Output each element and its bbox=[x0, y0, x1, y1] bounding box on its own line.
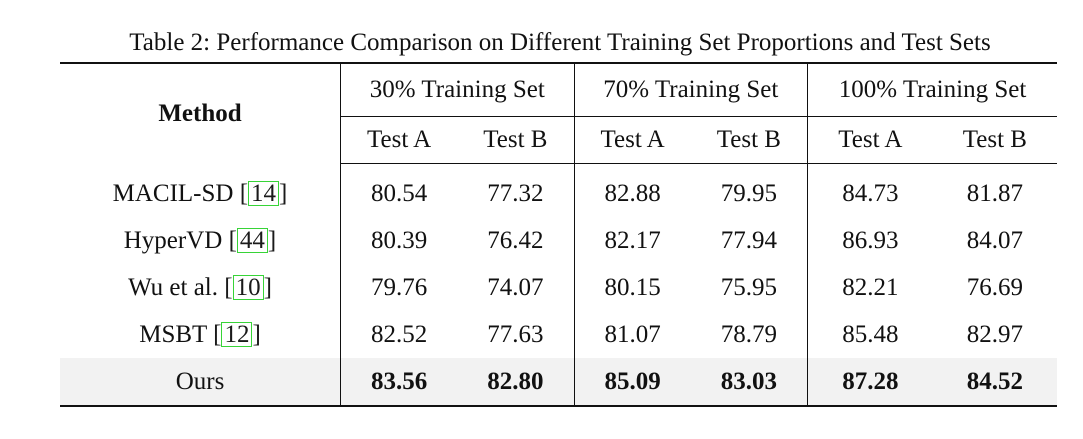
subheader-test-a: Test A bbox=[806, 116, 933, 164]
method-column-header: Method bbox=[158, 99, 242, 127]
value-cell: 79.95 bbox=[720, 179, 777, 207]
spacer-row bbox=[60, 163, 1057, 170]
value-cell: 79.76 bbox=[340, 264, 458, 311]
citation-link[interactable]: 44 bbox=[236, 227, 268, 253]
group-header-100: 100% Training Set bbox=[807, 63, 1057, 117]
value-cell-best: 82.80 bbox=[457, 358, 574, 406]
value-cell: 82.17 bbox=[573, 217, 691, 264]
table-row: HyperVD [44] 80.39 76.42 82.17 77.94 86.… bbox=[60, 217, 1057, 264]
citation-link[interactable]: 12 bbox=[221, 321, 253, 347]
value-cell: 85.48 bbox=[806, 311, 933, 358]
table-row: MACIL-SD [14] 80.54 77.32 82.88 79.95 84… bbox=[60, 170, 1057, 217]
results-table-container: Method 30% Training Set 70% Training Set… bbox=[60, 62, 1060, 407]
value-cell: 78.79 bbox=[720, 320, 777, 348]
ours-row: Ours 83.56 82.80 85.09 83.03 87.28 84.52 bbox=[60, 358, 1057, 406]
value-cell: 77.32 bbox=[487, 179, 544, 207]
subheader-test-b: Test B bbox=[690, 116, 808, 164]
table-caption: Table 2: Performance Comparison on Diffe… bbox=[129, 29, 991, 56]
value-cell: 77.94 bbox=[720, 226, 777, 254]
citation-link[interactable]: 14 bbox=[248, 180, 280, 206]
value-cell-best: 87.28 bbox=[806, 358, 933, 406]
subheader-test-b: Test B bbox=[457, 116, 574, 164]
header-sub-row: Test A Test B Test A Test B Test A Test … bbox=[60, 116, 1057, 164]
table-row: Wu et al. [10] 79.76 74.07 80.15 75.95 8… bbox=[60, 264, 1057, 311]
value-cell: 80.39 bbox=[340, 217, 458, 264]
group-header-30: 30% Training Set bbox=[340, 63, 574, 117]
value-cell-best: 84.52 bbox=[932, 358, 1057, 406]
value-cell: 80.15 bbox=[573, 264, 691, 311]
value-cell-best: 83.03 bbox=[690, 358, 808, 406]
subheader-test-a: Test A bbox=[573, 116, 691, 164]
method-cell: MACIL-SD [14] bbox=[112, 179, 288, 207]
value-cell: 82.52 bbox=[340, 311, 458, 358]
value-cell: 76.69 bbox=[966, 273, 1023, 301]
value-cell: 75.95 bbox=[720, 273, 777, 301]
results-table: Method 30% Training Set 70% Training Set… bbox=[60, 62, 1057, 407]
value-cell: 82.97 bbox=[966, 320, 1023, 348]
method-cell: Wu et al. [10] bbox=[128, 273, 272, 301]
value-cell-best: 85.09 bbox=[573, 358, 691, 406]
subheader-test-b: Test B bbox=[932, 116, 1057, 164]
value-cell: 74.07 bbox=[487, 273, 544, 301]
group-header-70: 70% Training Set bbox=[573, 63, 808, 117]
subheader-test-a: Test A bbox=[340, 116, 458, 164]
value-cell: 76.42 bbox=[487, 226, 544, 254]
citation-link[interactable]: 10 bbox=[232, 274, 264, 300]
value-cell: 82.88 bbox=[573, 170, 691, 217]
value-cell: 77.63 bbox=[487, 320, 544, 348]
method-cell: HyperVD [44] bbox=[123, 226, 277, 254]
value-cell: 82.21 bbox=[806, 264, 933, 311]
value-cell: 81.07 bbox=[573, 311, 691, 358]
value-cell: 84.07 bbox=[966, 226, 1023, 254]
header-group-row: Method 30% Training Set 70% Training Set… bbox=[60, 63, 1057, 127]
method-cell: MSBT [12] bbox=[139, 320, 261, 348]
value-cell: 80.54 bbox=[340, 170, 458, 217]
table-row: MSBT [12] 82.52 77.63 81.07 78.79 85.48 … bbox=[60, 311, 1057, 358]
value-cell: 84.73 bbox=[806, 170, 933, 217]
value-cell: 86.93 bbox=[806, 217, 933, 264]
value-cell: 81.87 bbox=[966, 179, 1023, 207]
value-cell-best: 83.56 bbox=[340, 358, 458, 406]
method-cell-ours: Ours bbox=[60, 358, 341, 406]
